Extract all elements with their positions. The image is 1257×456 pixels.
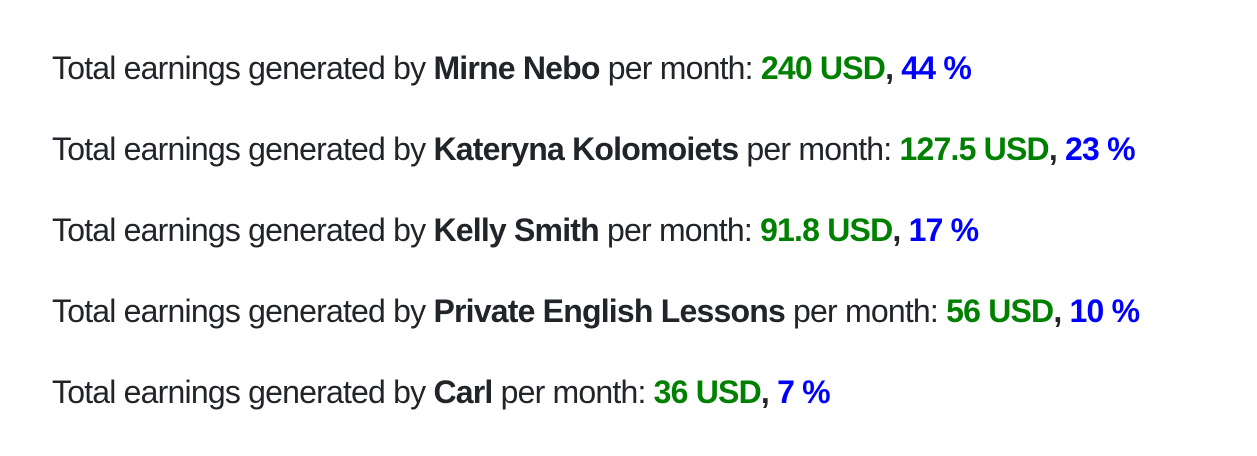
earnings-percent: 10 % [1069, 293, 1141, 329]
earnings-amount: 91.8 USD [760, 212, 893, 248]
earnings-middle: per month: [492, 374, 654, 410]
earnings-prefix: Total earnings generated by [52, 293, 434, 329]
earnings-separator: , [892, 212, 909, 248]
earnings-amount: 127.5 USD [899, 131, 1049, 167]
earnings-middle: per month: [738, 131, 900, 167]
earner-name: Mirne Nebo [433, 50, 600, 86]
earner-name: Private English Lessons [433, 293, 785, 329]
earner-name: Carl [433, 374, 493, 410]
earnings-separator: , [885, 50, 902, 86]
earnings-separator: , [760, 374, 778, 410]
earnings-separator: , [1053, 293, 1070, 329]
earnings-prefix: Total earnings generated by [52, 131, 434, 167]
earnings-prefix: Total earnings generated by [52, 50, 434, 86]
earner-name: Kateryna Kolomoiets [433, 131, 739, 167]
earnings-prefix: Total earnings generated by [52, 374, 434, 410]
earnings-line-mirne-nebo: Total earnings generated by Mirne Nebo p… [52, 42, 1139, 123]
earner-name: Kelly Smith [433, 212, 599, 248]
earnings-amount: 36 USD [653, 374, 762, 410]
earnings-middle: per month: [784, 293, 947, 329]
earnings-line-kelly-smith: Total earnings generated by Kelly Smith … [52, 204, 1139, 285]
earnings-line-carl: Total earnings generated by Carl per mon… [52, 366, 1139, 447]
earnings-middle: per month: [599, 50, 761, 86]
earnings-amount: 56 USD [946, 293, 1054, 329]
earnings-percent: 7 % [777, 374, 831, 410]
earnings-line-kateryna-kolomoiets: Total earnings generated by Kateryna Kol… [52, 123, 1139, 204]
earnings-percent: 23 % [1065, 131, 1136, 167]
earnings-line-private-english-lessons: Total earnings generated by Private Engl… [52, 285, 1141, 366]
earnings-separator: , [1048, 131, 1066, 167]
earnings-percent: 17 % [908, 212, 980, 248]
earnings-amount: 240 USD [760, 50, 886, 86]
earnings-percent: 44 % [901, 50, 972, 86]
earnings-prefix: Total earnings generated by [52, 212, 434, 248]
earnings-middle: per month: [598, 212, 761, 248]
earnings-list: Total earnings generated by Mirne Nebo p… [52, 42, 1141, 447]
